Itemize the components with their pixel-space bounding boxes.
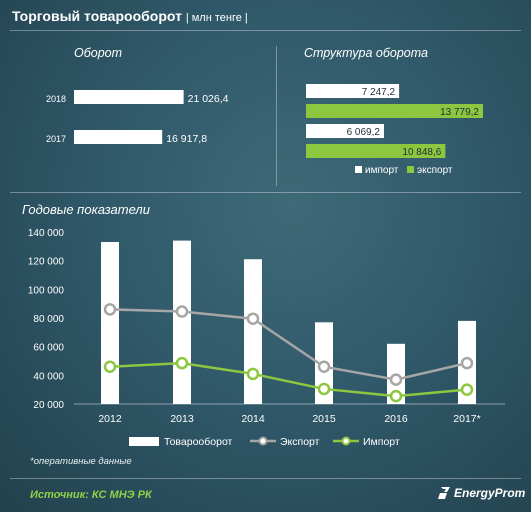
structure-bar-экспорт-2017 [306,144,446,158]
legend-import-label: импорт [365,165,399,176]
footer-divider [10,478,521,479]
structure-bar-экспорт-2018 [306,104,483,118]
legend-turnover-swatch [129,437,159,446]
x-tick-label: 2017* [453,413,480,425]
import-point [460,383,474,396]
x-tick-label: 2016 [384,413,408,425]
x-tick-label: 2013 [170,413,194,425]
structure-value-label: 13 779,2 [440,107,479,118]
y-tick-label: 60 000 [33,343,64,354]
legend-export-marker [258,436,268,446]
import-point [175,356,189,370]
x-tick-label: 2014 [241,413,265,425]
export-point [103,303,117,316]
turnover-annual-bar [101,242,119,404]
turnover-bar-2018 [74,90,184,104]
turnover-category-label: 2017 [46,134,66,144]
logo-text: EnergyProm [454,486,526,500]
x-tick-label: 2015 [312,413,336,425]
structure-bar-импорт-2017 [306,124,384,138]
y-tick-label: 80 000 [33,314,64,325]
legend-turnover-label: Товарооборот [164,436,233,448]
turnover-title: Оборот [74,46,123,60]
structure-value-label: 6 069,2 [347,127,381,138]
turnover-value-label: 16 917,8 [166,133,207,145]
annual-title: Годовые показатели [22,202,150,217]
legend-import-label: Импорт [363,436,400,448]
import-line [109,361,468,398]
turnover-annual-bar [244,259,262,404]
import-point [389,389,403,403]
export-point [460,356,474,370]
structure-title: Структура оборота [304,46,428,60]
legend-import-marker [341,436,351,446]
annual-chart: 20 000 40 000 60 000 80 000 100 000 120 000 14… [28,228,505,448]
unit-label: | млн тенге | [185,12,248,24]
turnover-chart: 2018 21 026,4 2017 16 917,8 [46,90,229,145]
legend-export-swatch [407,166,414,173]
structure-value-label: 7 247,2 [362,87,396,98]
x-tick-label: 2012 [98,413,122,425]
structure-bar-импорт-2018 [306,84,400,98]
import-point [103,360,117,373]
y-tick-label: 100 000 [28,285,65,296]
turnover-annual-bar [173,240,191,404]
export-line [109,308,468,381]
y-tick-label: 140 000 [28,228,65,239]
logo: EnergyProm [438,486,525,500]
header: Торговый товарооборот | млн тенге | [12,8,248,24]
header-divider [10,30,521,31]
legend-export-label: Экспорт [280,436,320,448]
source-label: Источник: КС МНЭ РК [30,489,152,501]
export-point [389,373,403,386]
section-divider [276,46,277,186]
legend-export-label: экспорт [417,165,453,176]
export-point [317,360,331,373]
turnover-value-label: 21 026,4 [188,93,229,105]
structure-value-label: 10 848,6 [402,147,441,158]
y-tick-label: 40 000 [33,371,64,382]
import-point [317,382,331,396]
turnover-category-label: 2018 [46,94,66,104]
y-tick-label: 20 000 [33,400,64,411]
page-title: Торговый товарооборот [12,8,182,24]
legend-import-swatch [355,166,362,173]
export-point [246,312,260,325]
y-tick-label: 120 000 [28,257,65,268]
export-point [175,305,189,318]
footnote: *оперативные данные [30,456,132,467]
energyprom-logo-icon [438,487,450,499]
import-point [246,367,260,381]
turnover-bar-2017 [74,130,163,144]
middle-divider [10,192,521,193]
